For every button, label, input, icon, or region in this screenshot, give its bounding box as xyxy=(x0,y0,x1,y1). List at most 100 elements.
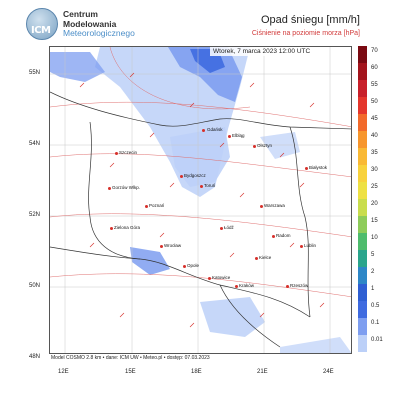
city-dot xyxy=(272,235,275,238)
isobars xyxy=(50,47,351,297)
legend-swatch xyxy=(358,233,367,250)
legend-swatch xyxy=(358,46,367,63)
map-canvas xyxy=(50,47,351,353)
city-dot xyxy=(286,285,289,288)
city-dot xyxy=(108,187,111,190)
legend-swatch xyxy=(358,182,367,199)
icm-logo: ICM Centrum Modelowania Meteorologiczneg… xyxy=(26,8,146,42)
lat-label: 55N xyxy=(29,70,41,76)
legend-swatch xyxy=(358,97,367,114)
map-title: Opad śniegu [mm/h] xyxy=(260,14,360,26)
city-dot xyxy=(180,175,183,178)
city-dot xyxy=(255,257,258,260)
city-label: Opole xyxy=(187,263,200,268)
legend-label: 15 xyxy=(371,218,378,224)
city-label: Kraków xyxy=(239,283,255,288)
city-dot xyxy=(202,129,205,132)
lat-label: 52N xyxy=(29,212,41,218)
graticule xyxy=(50,47,351,353)
legend-swatch xyxy=(358,216,367,233)
city-label: Kielce xyxy=(259,255,272,260)
snow-area-east xyxy=(260,132,300,159)
logo-line-1: Centrum xyxy=(63,9,98,19)
city-dot xyxy=(200,185,203,188)
snow-area-mountains xyxy=(130,247,170,275)
city-dot xyxy=(183,265,186,268)
snow-area-south xyxy=(200,297,265,337)
snow-area-southeast xyxy=(280,337,351,353)
city-dot xyxy=(110,227,113,230)
map-subtitle: Ciśnienie na poziomie morza [hPa] xyxy=(251,30,360,37)
legend-label: 50 xyxy=(371,99,378,105)
city-label: Łódź xyxy=(224,225,234,230)
legend-label: 55 xyxy=(371,82,378,88)
lon-label: 24E xyxy=(323,369,334,375)
legend-label: 0.01 xyxy=(371,337,383,343)
legend-label: 60 xyxy=(371,65,378,71)
city-label: Gorzów Wlkp. xyxy=(112,185,141,190)
city-label: Białystok xyxy=(309,165,328,170)
map-footer: Model COSMO 2.8 km • dane: ICM UW • Mete… xyxy=(49,354,352,362)
legend-label: 40 xyxy=(371,133,378,139)
legend-swatch xyxy=(358,80,367,97)
legend-swatch xyxy=(358,114,367,131)
city-label: Wrocław xyxy=(164,243,182,248)
city-label: Gdańsk xyxy=(207,127,223,132)
city-dot xyxy=(145,205,148,208)
city-label: Elbląg xyxy=(232,133,245,138)
city-label: Szczecin xyxy=(119,150,138,155)
city-label: Rzeszów xyxy=(290,283,309,288)
legend-swatch xyxy=(358,335,367,352)
lon-label: 21E xyxy=(257,369,268,375)
pressure-markers xyxy=(79,72,325,328)
legend-label: 0.1 xyxy=(371,320,380,326)
city-dot xyxy=(220,227,223,230)
snow-area-core xyxy=(168,47,242,102)
legend-label: 5 xyxy=(371,252,375,258)
city-dot xyxy=(253,145,256,148)
city-label: Warszawa xyxy=(264,203,285,208)
city-dot xyxy=(160,245,163,248)
legend-label: 1 xyxy=(371,286,375,292)
legend-swatch xyxy=(358,250,367,267)
city-dot xyxy=(115,152,118,155)
city-label: Toruń xyxy=(204,183,216,188)
city-dot xyxy=(260,205,263,208)
snow-area-west xyxy=(50,52,105,82)
legend-label: 70 xyxy=(371,48,378,54)
legend-label: 45 xyxy=(371,116,378,122)
lat-label: 54N xyxy=(29,141,41,147)
logo-line-3: Meteorologicznego xyxy=(63,28,135,38)
legend-swatch xyxy=(358,148,367,165)
snow-area-center xyxy=(170,127,230,187)
forecast-map: Gdańsk Olsztyn Elbląg Białystok Szczecin… xyxy=(49,46,352,354)
legend-swatch xyxy=(358,284,367,301)
borders xyxy=(50,91,351,348)
city-dot xyxy=(228,135,231,138)
city-label: Lublin xyxy=(304,243,317,248)
forecast-timestamp: Wtorek, 7 marca 2023 12:00 UTC xyxy=(210,47,314,56)
legend-swatch xyxy=(358,301,367,318)
legend-swatch xyxy=(358,318,367,335)
legend-label: 35 xyxy=(371,150,378,156)
legend-label: 30 xyxy=(371,167,378,173)
lon-label: 15E xyxy=(125,369,136,375)
city-label: Bydgoszcz xyxy=(184,173,206,178)
legend-label: 0.5 xyxy=(371,303,380,309)
city-dot xyxy=(235,285,238,288)
city-label: Olsztyn xyxy=(257,143,273,148)
legend-swatch xyxy=(358,267,367,284)
legend-swatch xyxy=(358,63,367,80)
logo-globe-icon: ICM xyxy=(26,8,58,40)
legend-label: 10 xyxy=(371,235,378,241)
city-dot xyxy=(305,167,308,170)
lon-label: 12E xyxy=(58,369,69,375)
legend-swatch xyxy=(358,199,367,216)
city-label: Radom xyxy=(276,233,291,238)
city-dot xyxy=(300,245,303,248)
city-label: Katowice xyxy=(212,275,231,280)
lon-label: 18E xyxy=(191,369,202,375)
legend-label: 25 xyxy=(371,184,378,190)
legend-label: 2 xyxy=(371,269,375,275)
logo-line-2: Modelowania xyxy=(63,18,117,29)
